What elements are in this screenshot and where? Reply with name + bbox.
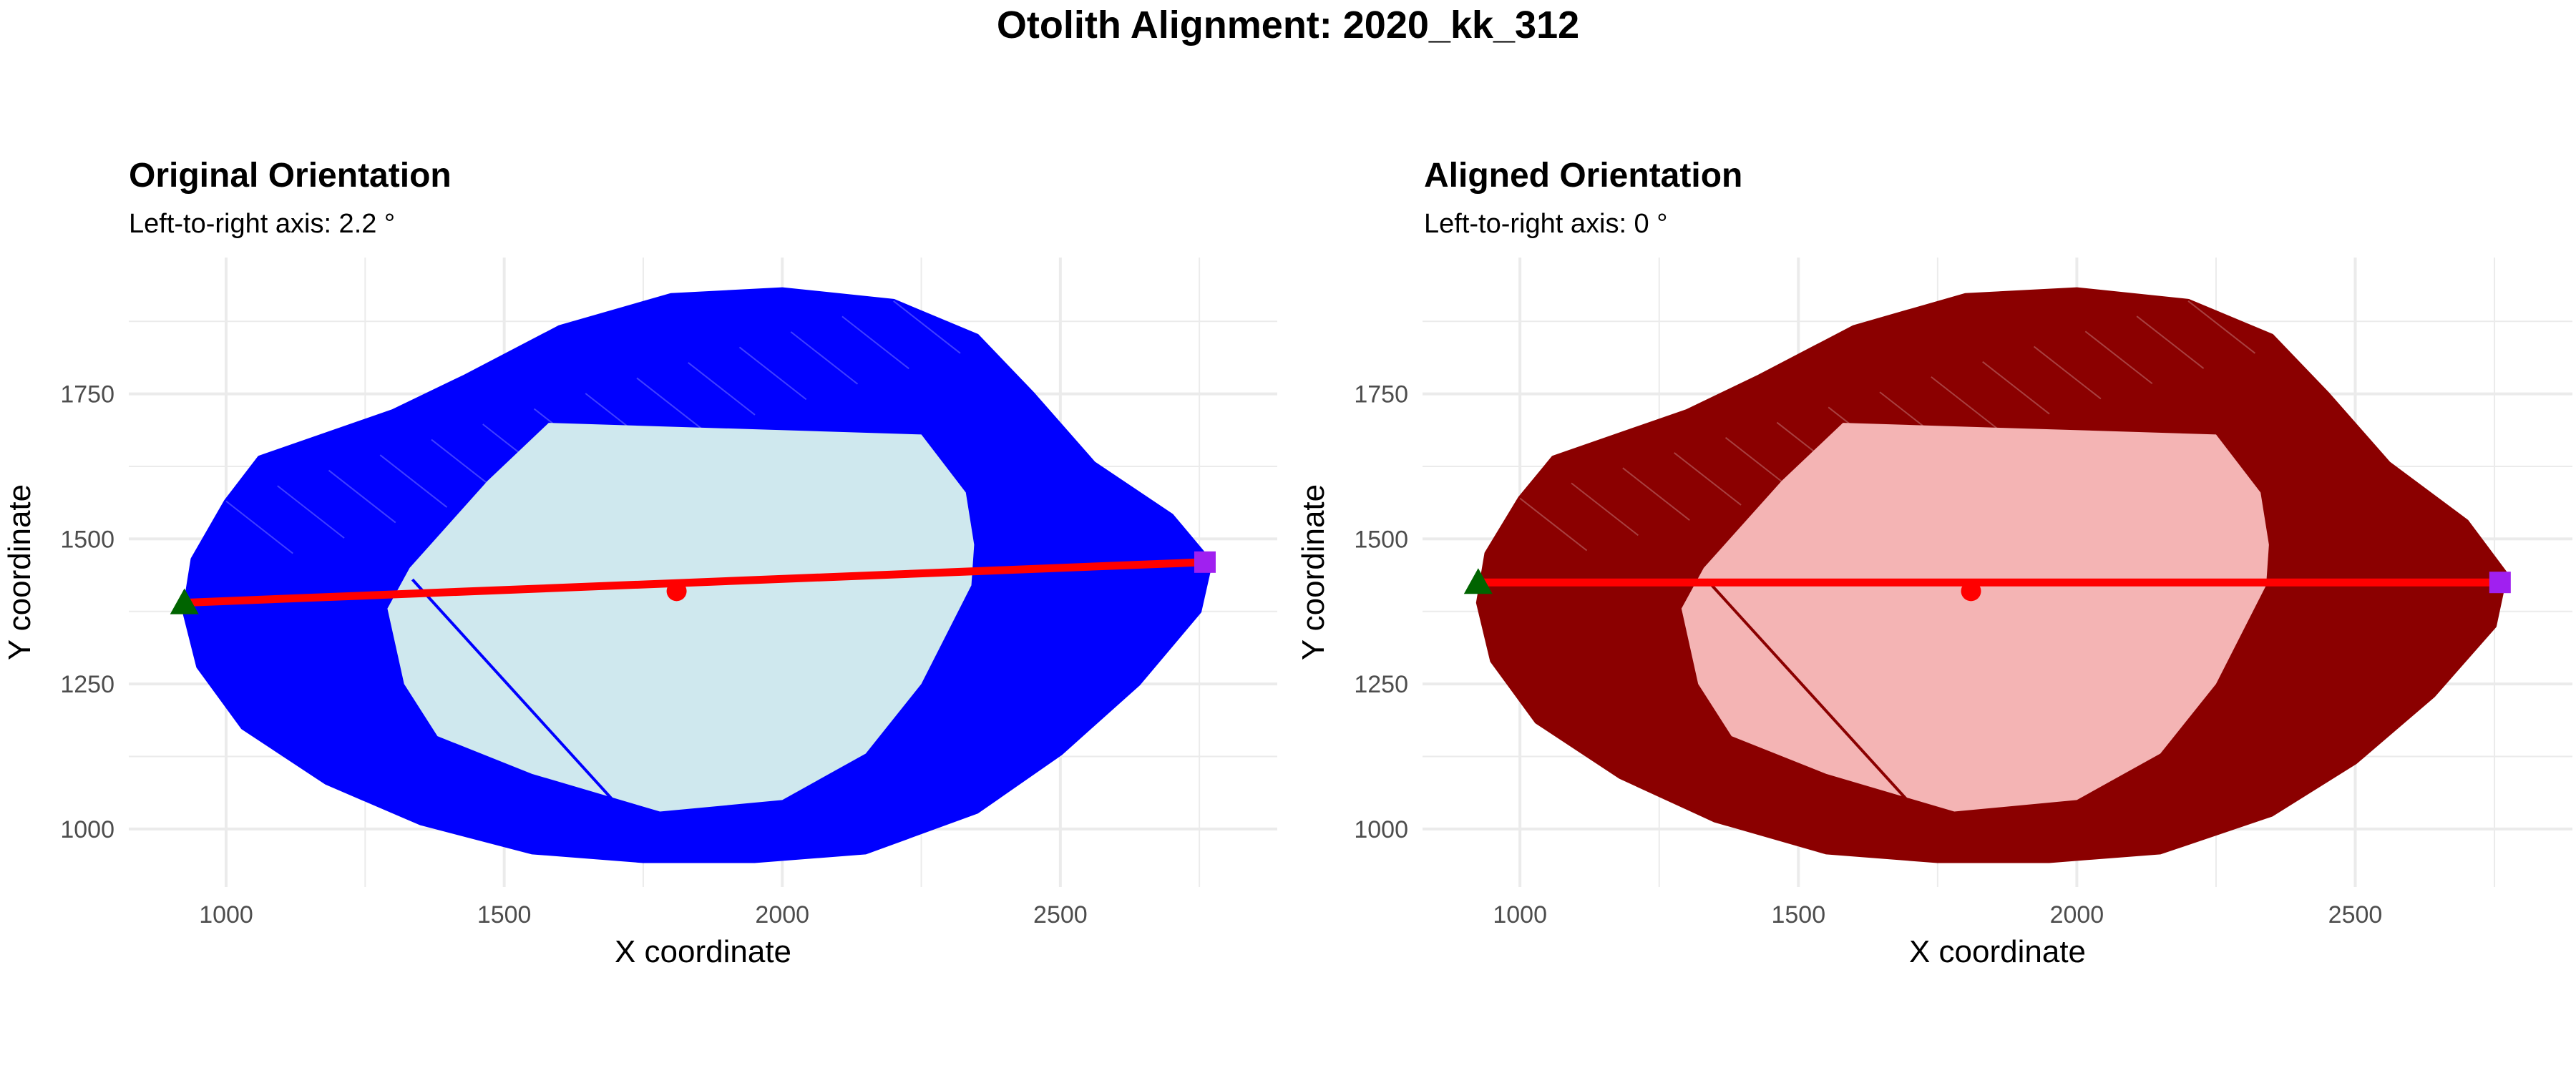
right-point-marker [2489, 572, 2511, 594]
right-point-marker [1194, 551, 1216, 573]
left-to-right-axis-line [184, 558, 1206, 607]
panel-subtitle: Left-to-right axis: 0 ° [1424, 209, 1668, 239]
x-tick-label: 2500 [2328, 901, 2383, 929]
left-point-marker [170, 588, 199, 614]
panel-aligned: Aligned Orientation Left-to-right axis: … [1288, 0, 2576, 1073]
hatch-line [2187, 300, 2256, 354]
hatch-line [277, 485, 345, 539]
y-tick-label: 1500 [1354, 526, 1408, 553]
x-axis-label: X coordinate [1909, 934, 2086, 969]
centroid-point [666, 581, 687, 602]
plot-aligned: 1000 1500 2000 2500 1000 1250 1500 1750 X coordi… [1296, 258, 2572, 969]
x-tick-label: 1000 [199, 901, 253, 929]
hatch-line [790, 331, 859, 385]
y-axis-label: Y coordinate [1296, 484, 1331, 660]
figure-title: Otolith Alignment: 2020_kk_312 [996, 4, 1580, 46]
inner-chord [1705, 578, 1911, 804]
y-tick-label: 1500 [60, 526, 114, 553]
y-tick-label: 1000 [1354, 816, 1408, 843]
y-tick-label: 1750 [1354, 381, 1408, 408]
hatch-line [688, 362, 756, 416]
hatch-line [2033, 346, 2102, 400]
panel-original: Original Orientation Left-to-right axis:… [2, 157, 1277, 969]
hatch-line [328, 469, 396, 524]
x-tick-label: 2000 [755, 901, 809, 929]
hatch-line [636, 377, 704, 431]
hatch-line [225, 500, 293, 554]
x-tick-label: 1000 [1493, 901, 1547, 929]
panel-title: Aligned Orientation [1424, 157, 1743, 195]
hatch-line [738, 346, 807, 401]
hatch-line [893, 300, 961, 354]
x-axis-label: X coordinate [615, 934, 791, 969]
plot-original: 1000 1500 2000 2500 1000 1250 1500 1750 X coordi… [2, 258, 1277, 969]
y-tick-label: 1250 [60, 671, 114, 698]
inner-chord [411, 578, 617, 804]
y-tick-label: 1750 [60, 381, 114, 408]
x-tick-label: 2500 [1033, 901, 1088, 929]
hatch-line [1982, 361, 2050, 415]
y-tick-label: 1000 [60, 816, 114, 843]
left-point-marker [1463, 568, 1493, 594]
hatch-line [379, 454, 448, 508]
hatch-line [2084, 330, 2153, 385]
hatch-line [1724, 436, 1793, 491]
panel-title: Original Orientation [129, 157, 452, 195]
hatch-line [1571, 482, 1639, 536]
hatch-line [1931, 376, 1999, 430]
x-tick-label: 1500 [1771, 901, 1825, 929]
hatch-line [1622, 467, 1690, 521]
y-tick-label: 1250 [1354, 671, 1408, 698]
panel-subtitle: Left-to-right axis: 2.2 ° [129, 209, 396, 239]
y-axis-label: Y coordinate [2, 484, 37, 660]
x-tick-label: 1500 [477, 901, 532, 929]
centroid-point [1961, 581, 1981, 602]
hatch-line [841, 315, 909, 370]
hatch-line [1519, 497, 1588, 552]
hatch-line [1674, 452, 1742, 506]
x-tick-label: 2000 [2050, 901, 2104, 929]
hatch-line [2136, 315, 2205, 369]
